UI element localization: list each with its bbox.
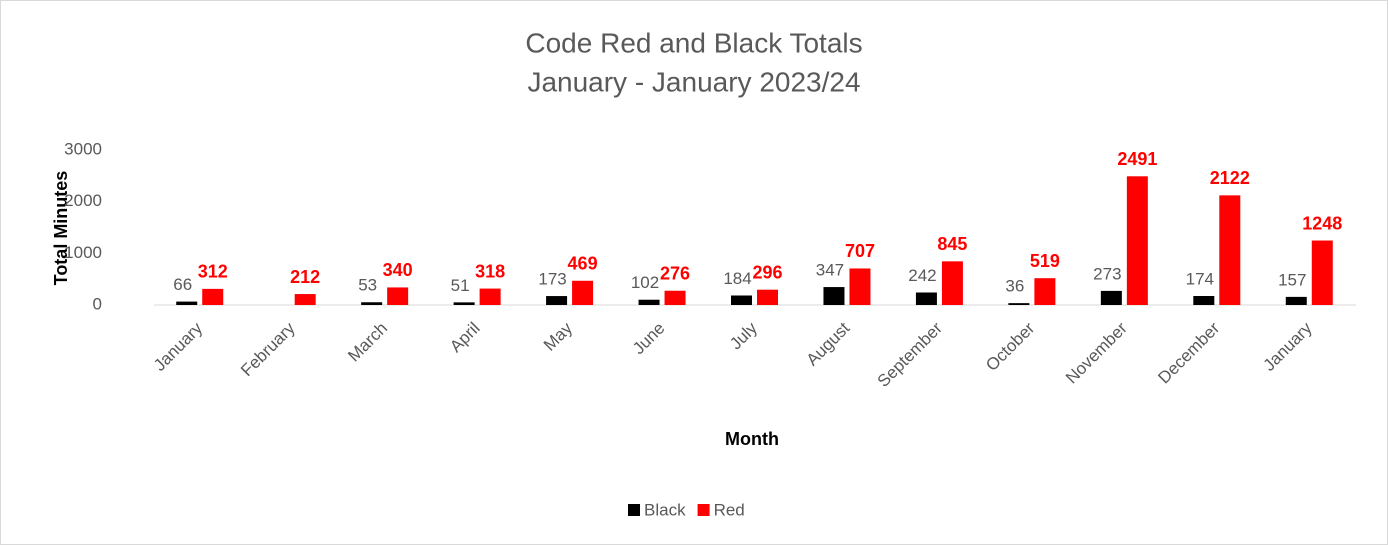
data-label: 347 xyxy=(816,261,844,280)
data-label: 845 xyxy=(937,234,967,254)
data-label: 102 xyxy=(631,273,659,292)
bar xyxy=(453,302,475,305)
legend-label: Black xyxy=(644,500,686,519)
bar xyxy=(387,287,409,305)
bar xyxy=(1100,290,1122,305)
bar xyxy=(176,301,198,305)
legend-label: Red xyxy=(714,500,745,519)
y-tick-label: 2000 xyxy=(64,191,102,210)
bar xyxy=(1034,278,1056,305)
bar xyxy=(849,268,871,305)
bar xyxy=(572,280,594,305)
bar xyxy=(479,288,501,305)
legend-swatch xyxy=(628,504,640,516)
chart-title: Code Red and Black Totals xyxy=(525,27,862,58)
y-tick-label: 1000 xyxy=(64,243,102,262)
legend-swatch xyxy=(697,504,710,516)
data-label: 2122 xyxy=(1210,168,1250,188)
bar xyxy=(731,295,752,305)
data-label: 51 xyxy=(451,276,470,295)
bar xyxy=(294,294,316,305)
data-label: 66 xyxy=(173,275,192,294)
data-label: 2491 xyxy=(1117,149,1157,169)
bar xyxy=(1219,195,1241,305)
data-label: 184 xyxy=(723,269,751,288)
data-label: 276 xyxy=(660,263,690,283)
bar xyxy=(941,261,963,305)
bar xyxy=(1193,296,1215,305)
x-axis-title: Month xyxy=(725,429,779,449)
bar xyxy=(546,296,568,305)
bar xyxy=(1311,240,1333,305)
data-label: 242 xyxy=(908,266,936,285)
chart-subtitle: January - January 2023/24 xyxy=(527,66,860,97)
bar xyxy=(638,299,660,305)
data-label: 340 xyxy=(383,260,413,280)
bar xyxy=(202,288,224,305)
bar xyxy=(361,302,383,305)
bar xyxy=(1008,303,1030,305)
data-label: 174 xyxy=(1186,269,1214,288)
data-label: 296 xyxy=(752,262,782,282)
data-label: 519 xyxy=(1030,251,1060,271)
bar xyxy=(757,289,778,305)
bar xyxy=(915,292,937,305)
data-label: 707 xyxy=(845,241,875,261)
bar xyxy=(1126,176,1148,305)
bar xyxy=(664,290,686,305)
data-label: 173 xyxy=(538,270,566,289)
data-label: 318 xyxy=(475,261,505,281)
y-axis-title: Total Minutes xyxy=(51,171,71,286)
data-label: 469 xyxy=(568,254,598,274)
bar xyxy=(823,287,845,305)
y-tick-label: 0 xyxy=(93,294,102,313)
data-label: 53 xyxy=(358,276,377,295)
data-label: 212 xyxy=(290,267,320,287)
data-label: 312 xyxy=(198,262,228,282)
data-label: 157 xyxy=(1278,270,1306,289)
bar xyxy=(1285,296,1307,305)
y-tick-label: 3000 xyxy=(64,139,102,158)
data-label: 273 xyxy=(1093,264,1121,283)
data-label: 36 xyxy=(1005,277,1024,296)
data-label: 1248 xyxy=(1302,213,1342,233)
